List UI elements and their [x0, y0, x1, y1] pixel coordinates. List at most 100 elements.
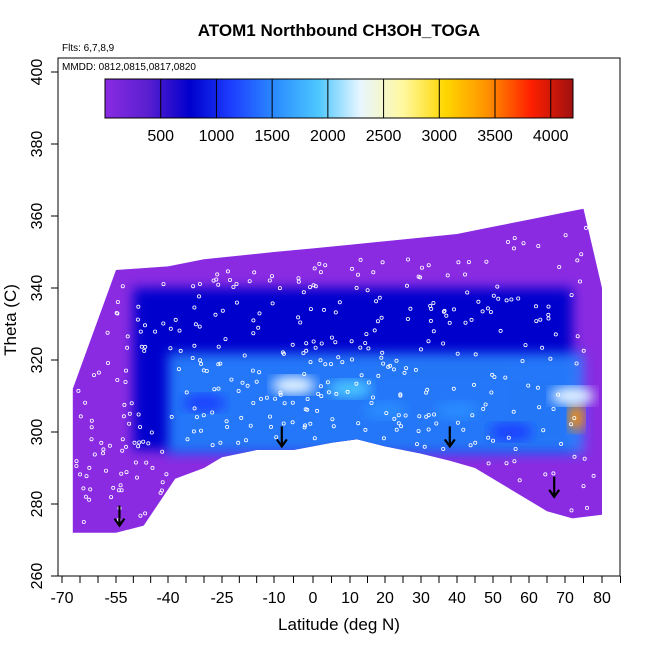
y-tick-label: 280	[29, 491, 46, 518]
sample-point	[76, 388, 81, 393]
sample-point	[83, 494, 88, 499]
sample-point	[136, 412, 141, 417]
sample-point	[476, 299, 481, 304]
sample-point	[216, 362, 221, 367]
sample-point	[329, 335, 334, 340]
sample-point	[426, 427, 431, 432]
sample-point	[290, 420, 295, 425]
arrow-markers	[113, 426, 561, 528]
y-tick-label: 300	[29, 419, 46, 446]
x-tick-label: 40	[448, 590, 466, 607]
sample-point	[563, 233, 568, 238]
sample-point	[245, 383, 250, 388]
sample-point	[432, 412, 437, 417]
sample-point	[125, 334, 130, 339]
sample-point	[504, 461, 509, 466]
sample-point	[199, 361, 204, 366]
sample-point	[227, 277, 232, 282]
sample-point	[168, 346, 173, 351]
heatmap-hotspot	[489, 423, 533, 441]
sample-point	[124, 368, 129, 373]
sample-point	[84, 474, 89, 479]
sample-point	[216, 386, 221, 391]
sample-point	[252, 270, 257, 275]
sample-point	[509, 297, 514, 302]
sample-point	[251, 400, 256, 405]
sample-point	[396, 413, 401, 418]
sample-point	[313, 284, 318, 289]
sample-point	[119, 488, 124, 493]
sample-point	[337, 300, 342, 305]
sample-point	[81, 486, 86, 491]
sample-point	[242, 353, 247, 358]
sample-point	[268, 424, 273, 429]
sample-point	[303, 407, 308, 412]
sample-point	[311, 283, 316, 288]
sample-point	[392, 416, 397, 421]
sample-point	[553, 332, 558, 337]
sample-point	[428, 318, 433, 323]
sample-point	[349, 339, 354, 344]
colorbar-tick-label: 3000	[421, 128, 457, 145]
sample-point	[363, 427, 368, 432]
sample-point	[441, 341, 446, 346]
sample-point	[224, 419, 229, 424]
sample-point	[575, 258, 580, 263]
y-axis: 260 280 300 320 340 360 380 400	[29, 59, 58, 590]
sample-points	[74, 225, 596, 525]
sample-point	[355, 272, 360, 277]
sample-point	[582, 456, 587, 461]
sample-point	[111, 485, 116, 490]
sample-point	[543, 472, 548, 477]
sample-point	[444, 313, 449, 318]
colorbar: 500 1000 1500 2000 2500 3000 3500 4000	[104, 78, 574, 145]
sample-point	[223, 337, 228, 342]
sample-point	[142, 348, 147, 353]
sample-point	[210, 410, 215, 415]
sample-point	[551, 471, 556, 476]
sample-point	[572, 454, 577, 459]
sample-point	[591, 473, 596, 478]
sample-point	[304, 341, 309, 346]
sample-point	[517, 478, 522, 483]
sample-point	[569, 422, 574, 427]
colorbar-tick-label: 1500	[254, 128, 290, 145]
sample-point	[146, 441, 151, 446]
sample-point	[319, 341, 324, 346]
sample-point	[198, 428, 203, 433]
sample-point	[125, 345, 130, 350]
sample-point	[578, 279, 583, 284]
x-tick-label: 50	[484, 590, 502, 607]
arrow-marker	[275, 426, 288, 449]
sample-point	[559, 441, 564, 446]
x-tick-label: 80	[593, 590, 611, 607]
sample-point	[184, 390, 189, 395]
heatmap-hotspot	[328, 379, 372, 398]
sample-point	[354, 381, 359, 386]
y-tick-label: 260	[29, 563, 46, 590]
sample-point	[74, 463, 79, 468]
sample-point	[451, 386, 456, 391]
sample-point	[274, 435, 279, 440]
y-tick-label: 320	[29, 347, 46, 374]
sample-point	[557, 264, 562, 269]
sample-point	[426, 263, 431, 268]
sample-point	[325, 380, 330, 385]
sample-point	[277, 286, 282, 291]
sample-point	[473, 440, 478, 445]
sample-point	[212, 387, 217, 392]
sample-point	[462, 272, 467, 277]
sample-point	[89, 437, 94, 442]
sample-point	[141, 439, 146, 444]
sample-point	[190, 355, 195, 360]
sample-point	[197, 281, 202, 286]
sample-point	[114, 310, 119, 315]
sample-point	[379, 315, 384, 320]
sample-point	[495, 284, 500, 289]
sample-point	[159, 488, 164, 493]
sample-point	[441, 446, 446, 451]
heatmap-hotspot	[363, 401, 407, 420]
sample-point	[270, 301, 275, 306]
sample-point	[78, 472, 83, 477]
